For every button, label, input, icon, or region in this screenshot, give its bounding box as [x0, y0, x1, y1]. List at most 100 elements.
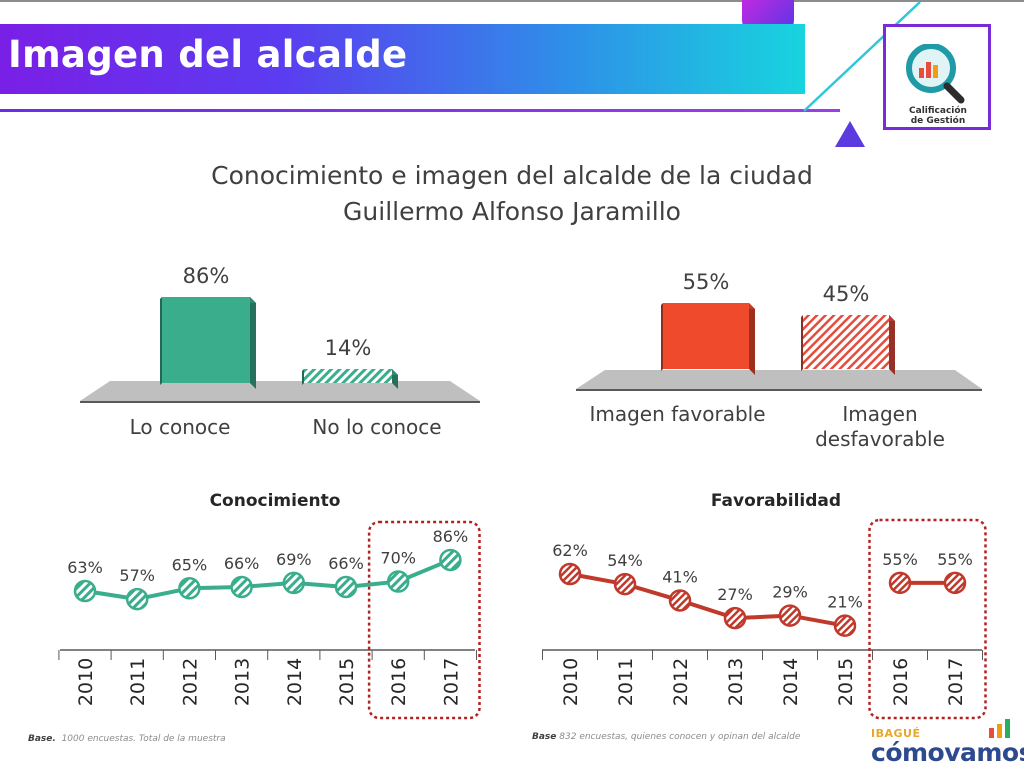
line-chart-title-favorabilidad: Favorabilidad	[710, 491, 842, 511]
line-point-2011	[125, 587, 149, 611]
footnote-left-label: Base.	[28, 734, 56, 744]
line-point-2013	[723, 606, 747, 630]
triangle-icon	[835, 121, 865, 147]
line-point-2012	[668, 589, 692, 612]
line-point-2014	[778, 604, 802, 627]
top-rule	[0, 0, 1024, 2]
brand-bars-icon	[989, 719, 1010, 738]
bar-category-imagen-favorable: Imagen favorable	[589, 402, 766, 426]
line-value-label: 21%	[827, 593, 863, 612]
x-tick-label: 2015	[336, 658, 358, 706]
line-chart-title-conocimiento: Conocimiento	[209, 491, 341, 511]
line-value-label: 66%	[224, 554, 260, 573]
x-tick-label: 2012	[670, 658, 692, 706]
line-point-2015	[334, 575, 358, 599]
bar-category-line1: Imagen	[842, 402, 918, 426]
logo-caption-line2: de Gestión	[910, 116, 966, 126]
imagen-bar-chart: 55% 45%	[576, 270, 982, 391]
x-tick-label: 2017	[440, 658, 462, 706]
line-point-2010	[558, 562, 582, 586]
line-value-label: 62%	[552, 541, 588, 560]
line-value-label: 69%	[276, 550, 312, 569]
bar-category-no-lo-conoce: No lo conoce	[312, 415, 442, 439]
page-title: Imagen del alcalde	[8, 33, 408, 76]
bar-category-lo-conoce: Lo conoce	[129, 415, 231, 439]
bar-floor	[80, 381, 480, 401]
bar-imagen-favorable	[663, 303, 749, 369]
line-value-label: 41%	[662, 567, 698, 586]
line-point-2016	[386, 570, 410, 593]
bar-imagen-desfavorable	[803, 315, 889, 369]
line-point-2011	[613, 572, 637, 596]
x-tick-label: 2013	[725, 658, 747, 706]
header-rule	[0, 109, 840, 112]
highlight-box	[868, 518, 987, 720]
line-value-label: 63%	[67, 558, 103, 577]
footnote-left-text: 1000 encuestas. Total de la muestra	[61, 734, 226, 744]
highlight-box	[367, 520, 481, 720]
x-tick-label: 2010	[75, 658, 97, 706]
x-tick-label: 2014	[284, 658, 306, 706]
line-value-label: 65%	[172, 555, 208, 574]
line-point-2014	[282, 571, 306, 595]
chart-title-line2: Guillermo Alfonso Jaramillo	[343, 197, 681, 226]
bar-lo-conoce	[162, 297, 250, 383]
line-value-label: 54%	[607, 551, 643, 570]
line-point-2016	[888, 571, 912, 595]
bar-edge	[661, 303, 663, 371]
chart-title-line1: Conocimiento e imagen del alcalde de la …	[211, 161, 813, 190]
bar-category-line2: desfavorable	[815, 427, 945, 451]
bar-value-label: 55%	[683, 270, 730, 294]
x-tick-label: 2013	[232, 658, 254, 706]
line-point-2017	[943, 571, 967, 595]
line-value-label: 70%	[380, 549, 416, 568]
bar-no-lo-conoce	[304, 369, 392, 383]
line-point-2017	[439, 548, 462, 572]
logo-caption: Calificación de Gestión	[886, 106, 990, 126]
brand-city: IBAGUÉ	[871, 727, 921, 740]
conocimiento-line-chart: 2010 2011 2012 2013 2014 2015 2016 2017 63% 57% 65…	[58, 520, 481, 720]
bar-edge	[160, 297, 162, 385]
x-tick-label: 2011	[615, 658, 637, 706]
decorative-diagonal	[803, 1, 921, 147]
line-value-label: 86%	[433, 527, 469, 546]
title-banner	[0, 24, 805, 94]
bar-value-label: 86%	[183, 264, 230, 288]
line-point-2013	[230, 575, 253, 599]
magnifier-chart-icon	[906, 44, 965, 104]
footnote-right-text: 832 encuestas, quienes conocen y opinan …	[559, 732, 801, 742]
bar-value-label: 14%	[325, 336, 372, 360]
line-point-2015	[833, 614, 857, 637]
bar-value-label: 45%	[823, 282, 870, 306]
line-value-label: 29%	[772, 583, 808, 602]
bar-side	[889, 315, 895, 375]
x-tick-label: 2012	[179, 658, 201, 706]
x-tick-label: 2010	[560, 658, 582, 706]
line-value-label: 57%	[119, 566, 155, 585]
bar-side	[250, 297, 256, 389]
favorabilidad-line-chart: 2010 2011 2012 2013 2014 2015 2016 2017 62% 54% 41…	[542, 518, 987, 720]
line-value-label: 55%	[882, 550, 918, 569]
line-value-label: 55%	[937, 550, 973, 569]
x-tick-label: 2014	[780, 658, 802, 706]
x-tick-label: 2017	[945, 658, 967, 706]
conocimiento-bar-chart: 86% 14%	[80, 264, 480, 403]
line-point-2012	[178, 577, 201, 600]
bar-edge	[302, 369, 304, 385]
x-tick-label: 2011	[127, 658, 149, 706]
line-value-label: 27%	[717, 585, 753, 604]
footnote-left: Base. 1000 encuestas. Total de la muestr…	[28, 734, 226, 744]
brand-logo: cómovamos	[871, 738, 1024, 767]
x-tick-label: 2016	[388, 658, 410, 706]
x-tick-label: 2015	[835, 658, 857, 706]
bar-category-imagen-desfavorable: Imagen desfavorable	[795, 402, 965, 452]
line-point-2010	[73, 579, 97, 603]
logo-caption-line1: Calificación	[909, 106, 967, 116]
footnote-right: Base 832 encuestas, quienes conocen y op…	[532, 732, 800, 742]
line-value-label: 66%	[328, 554, 364, 573]
x-tick-label: 2016	[890, 658, 912, 706]
bar-floor	[576, 370, 982, 389]
bar-edge	[801, 315, 803, 371]
bar-side	[749, 303, 755, 375]
footnote-right-label: Base	[532, 732, 557, 742]
